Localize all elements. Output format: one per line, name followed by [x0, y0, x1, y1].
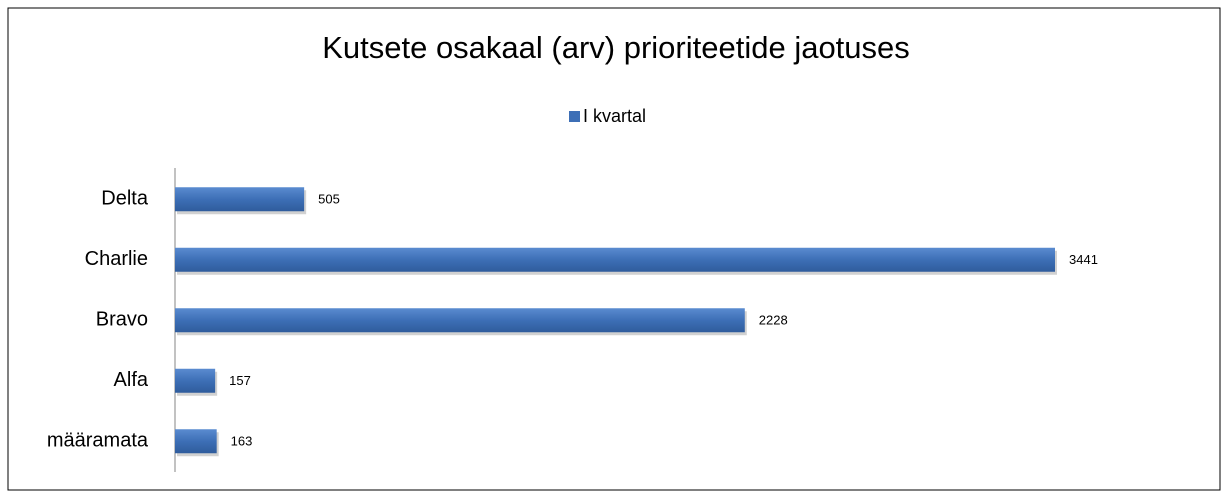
data-label: 163 — [231, 434, 253, 449]
y-tick-label: Charlie — [85, 248, 148, 270]
y-tick-label: Alfa — [114, 369, 149, 391]
data-label: 157 — [229, 373, 251, 388]
data-label: 2228 — [759, 313, 788, 328]
bar — [175, 368, 216, 393]
bar — [175, 247, 1055, 272]
data-label: 3441 — [1069, 252, 1098, 267]
chart-title: Kutsete osakaal (arv) prioriteetide jaot… — [322, 30, 910, 65]
y-tick-label: määramata — [47, 430, 149, 452]
legend-swatch — [569, 111, 580, 122]
y-tick-label: Bravo — [96, 309, 148, 331]
bar — [175, 308, 745, 333]
bar — [175, 187, 305, 212]
y-tick-label: Delta — [101, 188, 149, 210]
legend-label: I kvartal — [583, 106, 646, 126]
bar — [175, 429, 217, 454]
data-label: 505 — [318, 192, 340, 207]
